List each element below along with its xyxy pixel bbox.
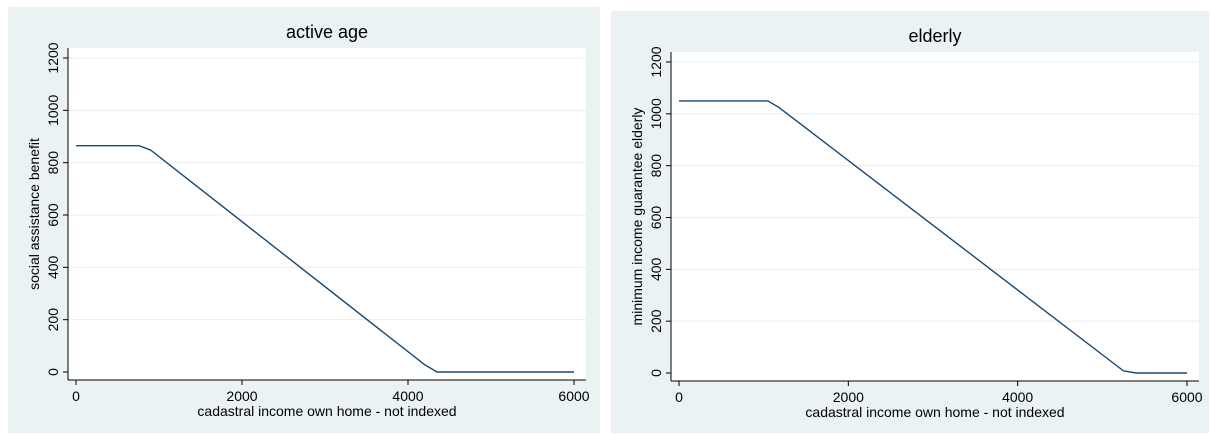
x-tick-label: 6000 — [558, 388, 589, 404]
chart-panel-active-age: 0 200 400 600 800 1000 1200 0 2000 4000 6000 active… — [0, 0, 600, 436]
plot-area — [671, 52, 1199, 381]
x-tick-label: 2000 — [226, 388, 257, 404]
x-tick-label: 2000 — [833, 389, 864, 405]
chart-panel-elderly: 0 200 400 600 800 1000 1200 0 2000 4000 6000 elderl… — [605, 0, 1211, 436]
x-axis-label: cadastral income own home - not indexed — [197, 403, 456, 419]
plot-area — [68, 48, 586, 380]
y-tick-label: 600 — [648, 206, 664, 230]
chart-svg: 0 200 400 600 800 1000 1200 0 2000 4000 6000 elderl… — [611, 11, 1209, 433]
y-tick-label: 400 — [45, 255, 61, 279]
y-tick-label: 1200 — [45, 42, 61, 73]
y-tick-label: 200 — [45, 308, 61, 332]
x-tick-label: 4000 — [1002, 389, 1033, 405]
x-tick-label: 4000 — [392, 388, 423, 404]
y-tick-label: 0 — [648, 369, 664, 377]
x-tick-label: 0 — [72, 388, 80, 404]
chart-title: elderly — [908, 26, 961, 46]
y-axis-label: social assistance benefit — [26, 138, 42, 290]
y-axis-label: minimum income guarantee elderly — [629, 108, 645, 326]
y-tick-label: 1000 — [45, 95, 61, 126]
y-tick-label: 600 — [45, 203, 61, 227]
x-tick-label: 6000 — [1171, 389, 1202, 405]
chart-title: active age — [286, 22, 368, 42]
y-tick-label: 0 — [45, 368, 61, 376]
y-tick-label: 1200 — [648, 46, 664, 77]
x-tick-label: 0 — [675, 389, 683, 405]
y-tick-label: 200 — [648, 309, 664, 333]
y-tick-label: 800 — [45, 151, 61, 175]
chart-svg: 0 200 400 600 800 1000 1200 0 2000 4000 6000 active… — [8, 7, 600, 433]
y-tick-label: 400 — [648, 257, 664, 281]
y-tick-label: 1000 — [648, 98, 664, 129]
series-line — [76, 144, 574, 373]
x-axis-label: cadastral income own home - not indexed — [805, 404, 1064, 420]
series-line — [679, 100, 1187, 374]
y-tick-label: 800 — [648, 154, 664, 178]
